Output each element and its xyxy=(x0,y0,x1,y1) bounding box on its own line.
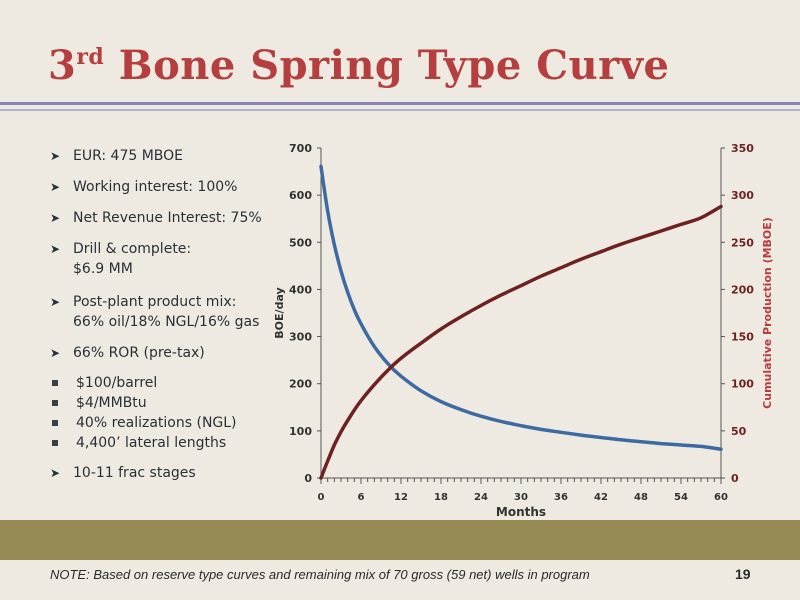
title-number: 3 xyxy=(48,42,77,89)
x-tick-label: 30 xyxy=(514,492,528,503)
y-tick-label: 200 xyxy=(289,378,312,391)
square-bullet-icon xyxy=(52,400,58,406)
bullet-text: EUR: 475 MBOE xyxy=(73,148,184,164)
x-tick-label: 42 xyxy=(594,492,608,503)
bullet-item: ➤ 10-11 frac stages xyxy=(50,463,280,483)
arrow-bullet-icon: ➤ xyxy=(50,295,61,309)
arrow-bullet-icon: ➤ xyxy=(50,466,61,480)
bullet-text: 66% ROR (pre-tax) xyxy=(73,345,205,361)
bullet-text: $100/barrel xyxy=(76,375,158,391)
bullet-text: $6.9 MM xyxy=(73,261,133,277)
arrow-bullet-icon: ➤ xyxy=(50,346,61,360)
type-curve-chart: 0100200300400500600700050100150200250300… xyxy=(273,142,774,519)
y2-tick-label: 0 xyxy=(731,472,739,485)
x-tick-label: 12 xyxy=(394,492,408,503)
sub-bullet-item: $4/MMBtu xyxy=(50,393,280,413)
bullet-text: Working interest: 100% xyxy=(73,179,238,195)
x-tick-label: 24 xyxy=(474,492,488,503)
title-divider-top xyxy=(0,102,800,105)
square-bullet-icon xyxy=(52,380,58,386)
square-bullet-icon xyxy=(52,420,58,426)
y2-tick-label: 350 xyxy=(731,142,754,155)
sub-bullet-item: $100/barrel xyxy=(50,373,280,393)
y-tick-label: 500 xyxy=(289,236,312,249)
y-tick-label: 700 xyxy=(289,142,312,155)
arrow-bullet-icon: ➤ xyxy=(50,211,61,225)
x-axis-title: Months xyxy=(496,505,546,519)
bullet-text: 40% realizations (NGL) xyxy=(76,415,237,431)
page-number: 19 xyxy=(735,566,751,582)
y-tick-label: 600 xyxy=(289,189,312,202)
title-divider-bottom xyxy=(0,109,800,111)
slide-title: 3rd Bone Spring Type Curve xyxy=(48,46,669,86)
arrow-bullet-icon: ➤ xyxy=(50,242,61,256)
y2-tick-label: 250 xyxy=(731,236,754,249)
y2-tick-label: 300 xyxy=(731,189,754,202)
y2-tick-label: 150 xyxy=(731,331,754,344)
bullet-item: ➤ Net Revenue Interest: 75% xyxy=(50,208,280,228)
bullet-text: 66% oil/18% NGL/16% gas xyxy=(73,314,260,330)
arrow-bullet-icon: ➤ xyxy=(50,180,61,194)
bullet-item: ➤ Post-plant product mix: 66% oil/18% NGL/… xyxy=(50,292,280,332)
bullet-item: ➤ 66% ROR (pre-tax) xyxy=(50,343,280,363)
x-tick-label: 36 xyxy=(554,492,568,503)
sub-bullet-item: 40% realizations (NGL) xyxy=(50,413,280,433)
footnote: NOTE: Based on reserve type curves and r… xyxy=(50,567,590,582)
x-tick-label: 0 xyxy=(318,492,325,503)
footer-band xyxy=(0,520,800,560)
y-tick-label: 400 xyxy=(289,283,312,296)
bullet-item: ➤ EUR: 475 MBOE xyxy=(50,146,280,166)
x-tick-label: 6 xyxy=(358,492,365,503)
title-ordinal-suffix: rd xyxy=(76,44,105,70)
boe-per-day-line xyxy=(319,164,723,451)
x-tick-label: 60 xyxy=(714,492,728,503)
bullet-item: ➤ Drill & complete: $6.9 MM xyxy=(50,239,280,279)
sub-bullet-item: 4,400’ lateral lengths xyxy=(50,433,280,453)
y-axis-title: BOE/day xyxy=(273,287,286,338)
title-text: Bone Spring Type Curve xyxy=(104,42,670,89)
arrow-bullet-icon: ➤ xyxy=(50,149,61,163)
x-tick-label: 48 xyxy=(634,492,648,503)
bullet-text: Post-plant product mix: xyxy=(73,294,237,310)
bullet-item: ➤ Working interest: 100% xyxy=(50,177,280,197)
y2-axis-title: Cumulative Production (MBOE) xyxy=(761,217,774,409)
y-tick-label: 100 xyxy=(289,425,312,438)
bullet-text: 4,400’ lateral lengths xyxy=(76,435,227,451)
y2-tick-label: 100 xyxy=(731,378,754,391)
y-tick-label: 0 xyxy=(304,472,312,485)
bullet-text: $4/MMBtu xyxy=(76,395,147,411)
x-tick-label: 54 xyxy=(674,492,688,503)
bullet-text: Net Revenue Interest: 75% xyxy=(73,210,262,226)
cumulative-production-line xyxy=(319,204,723,480)
x-tick-label: 18 xyxy=(434,492,448,503)
square-bullet-icon xyxy=(52,440,58,446)
bullet-list: ➤ EUR: 475 MBOE ➤ Working interest: 100% ➤ Ne… xyxy=(50,142,280,483)
bullet-text: Drill & complete: xyxy=(73,241,192,257)
bullet-text: 10-11 frac stages xyxy=(73,465,196,481)
y2-tick-label: 200 xyxy=(731,283,754,296)
y-tick-label: 300 xyxy=(289,331,312,344)
y2-tick-label: 50 xyxy=(731,425,747,438)
